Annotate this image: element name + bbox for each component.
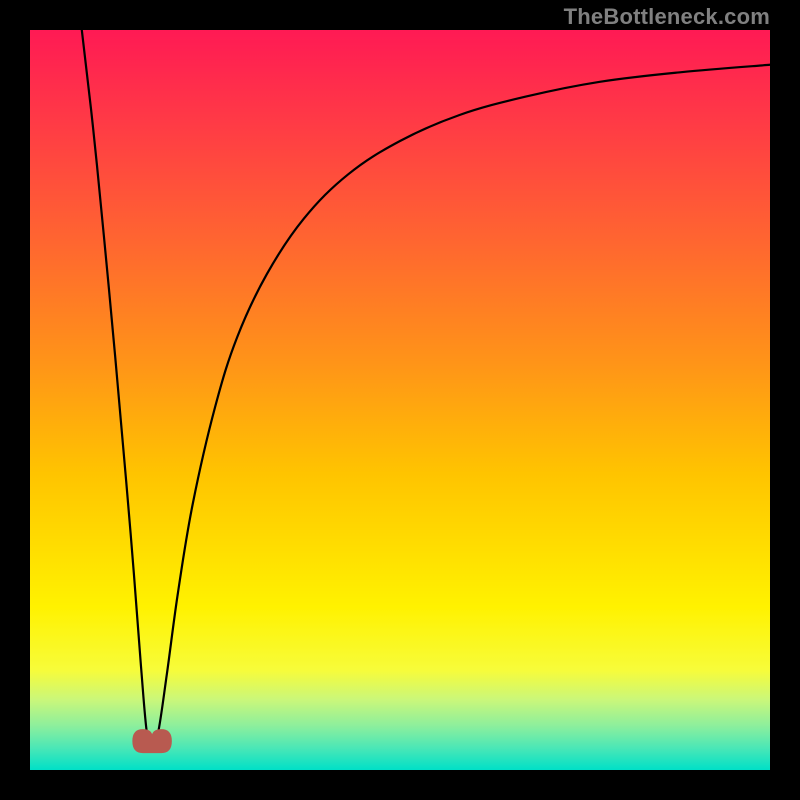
watermark-text: TheBottleneck.com — [564, 4, 770, 30]
chart-svg — [30, 30, 770, 770]
chart-plot-area — [30, 30, 770, 770]
